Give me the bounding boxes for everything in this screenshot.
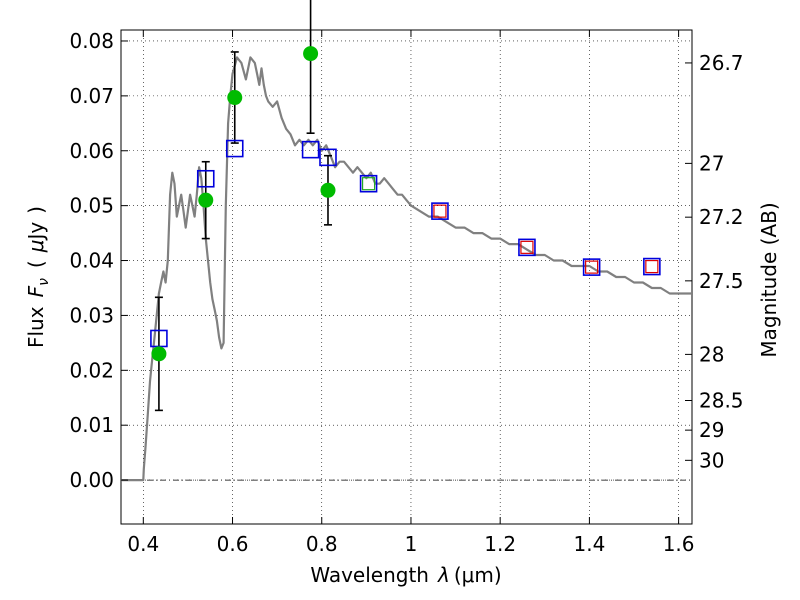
tick-layer: 0.4 0.6 0.8 1 1.2 1.4 1.6 0.00 0.01 0.02 0.03 0.04 0…	[69, 29, 743, 556]
observed-point	[303, 46, 319, 62]
model-square-blue	[196, 169, 215, 188]
y2-tick-label: 28.5	[699, 389, 744, 413]
x-tick-label: 0.4	[127, 532, 159, 556]
grid-layer	[121, 30, 692, 524]
model-square-blue	[319, 148, 337, 167]
y-tick-label: 0.07	[69, 84, 114, 108]
y-tick-label: 0.04	[69, 249, 114, 273]
y-axis-label: FluxFν(μJy)	[24, 206, 52, 348]
observed-point	[227, 90, 243, 106]
y2-tick-label: 29	[699, 418, 724, 442]
model-square-blue	[225, 139, 244, 158]
y-tick-label: 0.02	[69, 358, 114, 382]
x-tick-label: 1.2	[484, 532, 516, 556]
sed-curve	[121, 56, 692, 482]
model-square-blue	[518, 238, 536, 257]
model-square-blue	[431, 202, 449, 220]
model-square-inner	[585, 260, 599, 274]
sed-layer	[121, 56, 692, 482]
x-axis-label: Wavelength λ (μm)	[310, 563, 501, 587]
model-square-inner	[433, 204, 447, 218]
y2-tick-label: 28	[699, 342, 724, 366]
y-tick-label: 0.01	[69, 413, 114, 437]
y-tick-label: 0.00	[69, 468, 114, 492]
x-tick-label: 0.6	[217, 532, 249, 556]
y2-tick-label: 27.2	[699, 205, 744, 229]
model-square-inner	[361, 177, 376, 191]
model-square-inner	[645, 259, 659, 274]
plot-frame	[120, 29, 693, 525]
y-tick-label: 0.05	[69, 194, 114, 218]
y2-tick-label: 27	[699, 151, 724, 175]
y2-tick-label: 30	[699, 448, 724, 472]
model-square-blue	[301, 140, 320, 159]
y2-tick-label: 26.7	[699, 51, 744, 75]
y2-axis-label: Magnitude (AB)	[757, 202, 781, 357]
observed-point	[320, 182, 336, 198]
y-tick-label: 0.08	[69, 29, 114, 53]
marker-layer	[150, 0, 661, 412]
y2-tick-label: 27.5	[699, 269, 744, 293]
model-square-blue	[359, 174, 378, 193]
x-tick-label: 1	[405, 532, 418, 556]
model-square-blue	[582, 258, 601, 276]
y-tick-label: 0.03	[69, 303, 114, 327]
model-square-inner	[520, 240, 534, 254]
model-square-blue	[643, 257, 661, 276]
y-tick-label: 0.06	[69, 139, 114, 163]
observed-point	[151, 346, 167, 362]
x-tick-label: 1.6	[663, 532, 695, 556]
x-tick-label: 0.8	[306, 532, 338, 556]
x-tick-label: 1.4	[573, 532, 605, 556]
observed-point	[198, 192, 214, 208]
